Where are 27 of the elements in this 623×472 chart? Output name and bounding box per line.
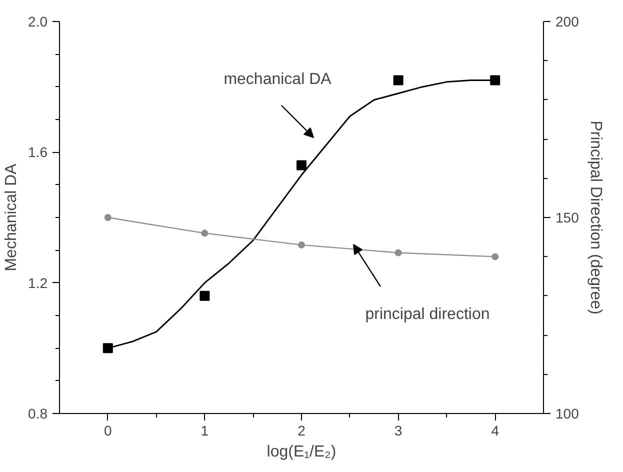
x-tick-label: 1 [200,422,209,438]
x-tick-label: 2 [298,422,306,438]
y2-tick-label: 200 [556,14,580,30]
annotation: mechanical DA [224,71,332,88]
x-tick-label: 0 [104,422,112,438]
point [102,343,113,354]
y-axis-title: Mechanical DA [3,163,20,272]
y2-axis-title: Principal Direction (degree) [586,120,604,314]
point [492,253,499,260]
point [296,160,306,170]
y-tick-label: 0.8 [28,406,48,422]
y2-tick-label: 100 [556,406,580,422]
point [200,290,210,301]
point [201,230,208,237]
x-tick-label: 3 [394,422,402,438]
point [490,75,500,86]
x-tick-label: 4 [491,422,500,438]
y-tick-label: 2.0 [28,14,48,30]
annotation: principal direction [365,306,490,323]
y-tick-label: 1.2 [28,274,48,291]
y-tick-label: 1.6 [28,144,48,160]
x-axis-title: log(E₁/E₂) [266,444,336,460]
point [298,241,305,248]
point [393,75,404,86]
point [104,214,112,221]
point [394,249,402,256]
y2-tick-label: 150 [556,210,580,226]
